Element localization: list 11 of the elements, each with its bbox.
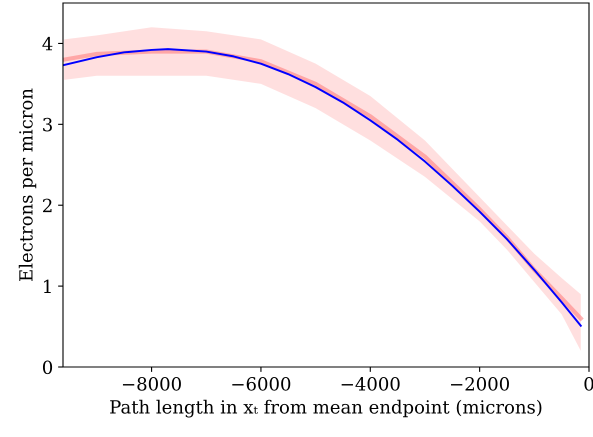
- x-axis-title: Path length in xₜ from mean endpoint (microns): [110, 400, 542, 418]
- y-axis-title: Electrons per micron: [18, 88, 36, 281]
- x-tick-label: −2000: [451, 377, 509, 391]
- x-tick-label: −6000: [232, 377, 290, 391]
- y-tick-label: 4: [42, 36, 52, 50]
- y-tick-label: 2: [43, 198, 52, 212]
- x-tick-label: −8000: [122, 377, 181, 391]
- y-tick-label: 3: [43, 118, 52, 132]
- y-tick-label: 1: [44, 280, 51, 293]
- x-tick-label: −4000: [342, 377, 400, 391]
- y-tick-label: 0: [42, 360, 52, 374]
